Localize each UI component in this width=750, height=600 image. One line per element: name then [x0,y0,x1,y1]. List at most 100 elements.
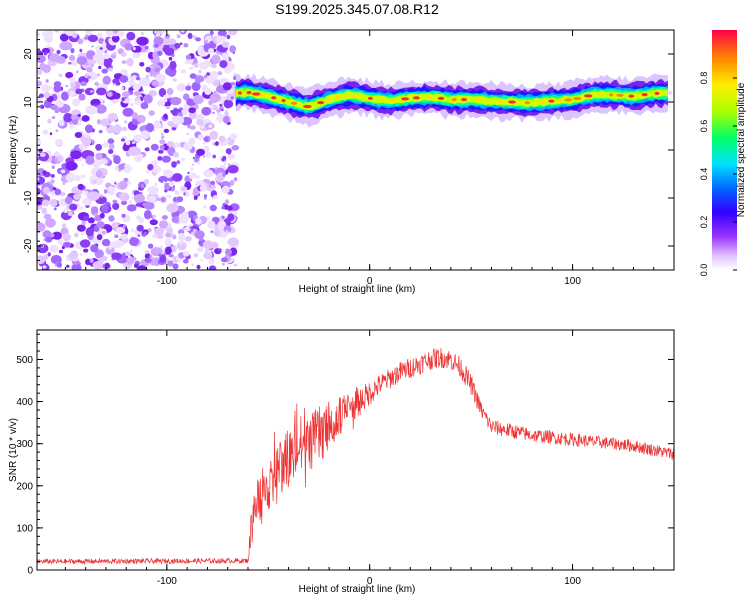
ridge-hotspot [451,98,457,102]
noise-blob [100,118,110,127]
noise-blob [59,41,73,51]
noise-blob [221,41,230,48]
ridge-hotspot [352,94,361,98]
noise-blob [55,129,59,133]
noise-blob [54,188,62,196]
noise-blob [47,118,52,124]
noise-blob [221,52,229,59]
noise-blob [204,87,212,96]
noise-blob [85,155,95,165]
noise-blob [209,106,214,110]
noise-blob [125,251,131,257]
noise-blob [229,49,234,52]
noise-blob [145,74,150,79]
noise-blob [53,84,62,93]
noise-blob [70,48,75,54]
noise-blob [112,52,117,56]
noise-blob [126,204,137,212]
noise-blob [58,249,64,254]
noise-blob [170,110,174,113]
noise-blob [217,71,223,76]
noise-blob [138,217,144,224]
noise-blob [112,83,116,86]
noise-blob [187,32,193,40]
noise-blob [37,54,46,63]
noise-blob [121,138,125,142]
noise-blob [37,97,43,103]
noise-blob [180,69,187,74]
noise-blob [178,215,189,224]
noise-blob [183,250,190,257]
noise-blob [66,264,70,268]
noise-blob [133,134,142,143]
noise-blob [225,100,234,108]
noise-blob [168,56,173,61]
ridge-hotspot [324,98,332,102]
noise-blob [154,227,164,236]
noise-blob [158,88,167,97]
snr-series-line [37,347,674,565]
noise-blob [199,184,207,192]
noise-blob [108,143,115,150]
ridge-hotspot [518,100,524,104]
noise-blob [202,141,207,145]
noise-blob [203,137,209,142]
ridge-hotspot [595,93,605,97]
ridge-speck [667,90,673,96]
noise-blob [98,256,104,264]
noise-blob [227,151,231,155]
ridge-speck [669,105,671,108]
ridge-hotspot [389,99,397,103]
spectrogram-xlabel: Height of straight line (km) [299,284,416,295]
noise-blob [221,216,225,219]
noise-blob [99,158,108,165]
noise-blob [144,179,149,185]
noise-blob [182,93,190,101]
noise-blob [143,94,153,104]
noise-blob [68,61,72,65]
noise-blob [111,252,122,260]
noise-blob [194,230,205,240]
noise-blob [84,87,95,96]
noise-blob [69,124,74,129]
noise-blob [58,73,63,77]
snr-xtick-label: 100 [564,576,581,587]
noise-blob [81,137,92,147]
noise-blob [55,138,63,146]
colorbar-label: Normalized spectral amplitude [736,82,747,217]
noise-blob [152,166,162,173]
noise-blob [144,253,151,260]
noise-blob [162,36,172,46]
noise-blob [222,172,226,177]
noise-blob [216,108,221,113]
noise-blob [209,70,219,80]
noise-blob [144,257,152,263]
noise-blob [231,145,240,151]
noise-blob [198,69,202,74]
noise-blob [166,227,173,234]
noise-blob [39,152,46,158]
noise-blob [130,228,135,233]
noise-blob [164,47,175,56]
noise-blob [214,229,221,237]
noise-blob [77,114,81,117]
ridge-hotspot [497,99,506,104]
noise-blob [225,249,232,256]
noise-blob [205,151,212,158]
noise-blob [195,217,202,225]
noise-blob [201,106,212,116]
noise-blob [186,132,189,136]
noise-blob [86,67,93,73]
noise-blob [200,259,203,262]
noise-blob [85,105,98,115]
noise-blob [73,193,82,200]
noise-blob [160,196,166,203]
noise-blob [148,110,155,116]
noise-blob [126,58,134,67]
noise-blob [132,112,139,120]
noise-blob [203,194,208,198]
noise-blob [56,56,66,64]
ridge-hotspot [290,101,298,105]
noise-blob [114,181,117,185]
noise-blob [87,217,95,224]
